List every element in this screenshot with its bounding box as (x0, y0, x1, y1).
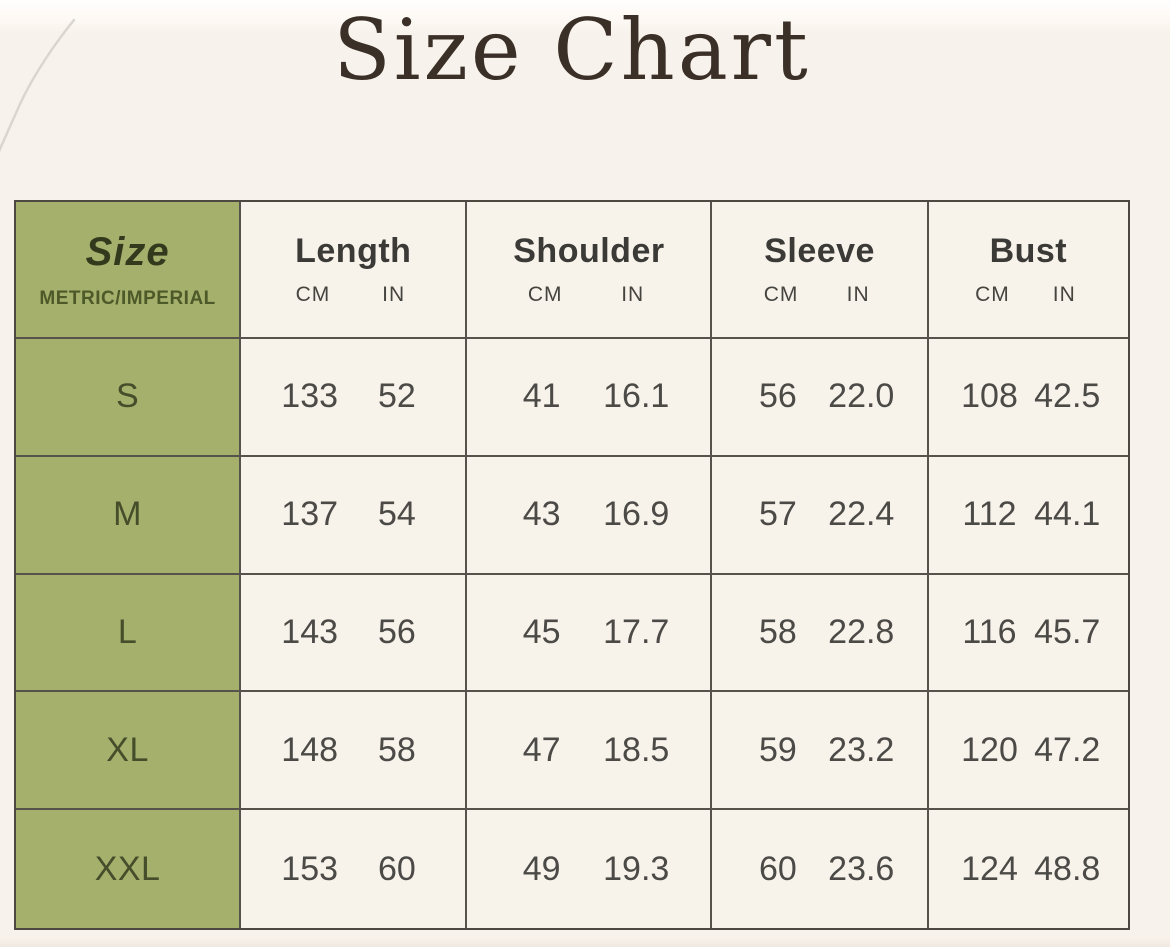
cm-value: 143 (281, 612, 339, 651)
bust-cell: 112 44.1 (928, 456, 1128, 575)
in-value: 22.4 (828, 495, 895, 534)
in-value: 54 (377, 495, 416, 534)
cm-value: 41 (522, 377, 561, 416)
in-value: 23.2 (828, 730, 895, 769)
in-value: 22.8 (828, 612, 895, 651)
shoulder-cell: 45 17.7 (467, 574, 713, 693)
length-cell: 137 54 (241, 456, 468, 575)
page-title: Size Chart (333, 1, 811, 99)
column-header-length: Length CM IN (241, 202, 468, 339)
cm-value: 60 (759, 849, 797, 888)
in-value: 52 (377, 377, 416, 416)
cm-value: 112 (962, 495, 1017, 534)
in-value: 45.7 (1034, 612, 1101, 651)
cm-value: 57 (759, 495, 797, 534)
in-value: 23.6 (828, 849, 895, 888)
shoulder-cell: 41 16.1 (467, 339, 713, 457)
cm-value: 116 (962, 612, 1017, 651)
cm-value: 108 (961, 377, 1018, 416)
size-header-label: Size (85, 229, 170, 274)
size-column-header: Size METRIC/IMPERIAL (16, 202, 242, 339)
cm-value: 47 (522, 730, 561, 769)
column-header-bust: Bust CM IN (928, 202, 1128, 339)
length-cell: 148 58 (241, 692, 468, 811)
size-row-label: XXL (16, 810, 242, 928)
bust-cell: 108 42.5 (928, 339, 1128, 457)
cm-unit-label: CM (295, 283, 331, 306)
unit-labels: CM IN (241, 283, 465, 307)
cm-value: 43 (522, 495, 561, 534)
shoulder-cell: 49 19.3 (467, 810, 713, 928)
in-value: 48.8 (1034, 849, 1101, 888)
in-unit-label: IN (1052, 283, 1076, 306)
column-header-shoulder: Shoulder CM IN (467, 202, 713, 339)
in-value: 16.1 (603, 377, 670, 416)
sleeve-cell: 60 23.6 (712, 810, 929, 928)
bottom-shade (0, 937, 1170, 947)
bust-cell: 116 45.7 (928, 574, 1128, 693)
length-cell: 133 52 (241, 339, 468, 457)
cm-unit-label: CM (763, 283, 799, 306)
length-cell: 153 60 (241, 810, 468, 928)
size-row-label: S (16, 339, 242, 457)
shoulder-cell: 47 18.5 (467, 692, 713, 811)
in-value: 22.0 (828, 377, 895, 416)
unit-labels: CM IN (712, 283, 926, 307)
size-chart-table: Size METRIC/IMPERIAL Length CM IN Should… (14, 200, 1130, 930)
in-value: 44.1 (1034, 495, 1101, 534)
cm-value: 137 (281, 495, 339, 534)
cm-value: 148 (281, 730, 339, 769)
size-row-label: M (16, 456, 242, 575)
shoulder-cell: 43 16.9 (467, 456, 713, 575)
size-header-sublabel: METRIC/IMPERIAL (39, 287, 216, 309)
size-row-label: XL (16, 692, 242, 811)
sleeve-cell: 59 23.2 (712, 692, 929, 811)
in-value: 60 (377, 849, 416, 888)
cm-value: 120 (961, 730, 1018, 769)
cm-unit-label: CM (527, 283, 563, 306)
bust-cell: 124 48.8 (928, 810, 1128, 928)
sleeve-cell: 57 22.4 (712, 456, 929, 575)
cm-value: 59 (759, 730, 797, 769)
cm-value: 133 (281, 377, 339, 416)
unit-labels: CM IN (467, 283, 710, 307)
sleeve-cell: 58 22.8 (712, 574, 929, 693)
cm-unit-label: CM (975, 283, 1010, 306)
cm-value: 58 (759, 612, 797, 651)
sleeve-cell: 56 22.0 (712, 339, 929, 457)
length-cell: 143 56 (241, 574, 468, 693)
unit-labels: CM IN (929, 283, 1128, 307)
in-value: 17.7 (603, 612, 670, 651)
cm-value: 153 (281, 849, 339, 888)
cm-value: 49 (522, 849, 561, 888)
in-unit-label: IN (621, 283, 645, 306)
cm-value: 56 (759, 377, 797, 416)
in-value: 56 (377, 612, 416, 651)
cm-value: 124 (961, 849, 1018, 888)
in-unit-label: IN (382, 283, 406, 306)
cm-value: 45 (522, 612, 561, 651)
in-value: 19.3 (603, 849, 670, 888)
in-unit-label: IN (846, 283, 870, 306)
in-value: 16.9 (603, 495, 670, 534)
in-value: 58 (377, 730, 416, 769)
in-value: 42.5 (1034, 377, 1101, 416)
column-header-sleeve: Sleeve CM IN (712, 202, 929, 339)
bust-cell: 120 47.2 (928, 692, 1128, 811)
in-value: 47.2 (1034, 730, 1101, 769)
size-row-label: L (16, 574, 242, 693)
in-value: 18.5 (603, 730, 670, 769)
